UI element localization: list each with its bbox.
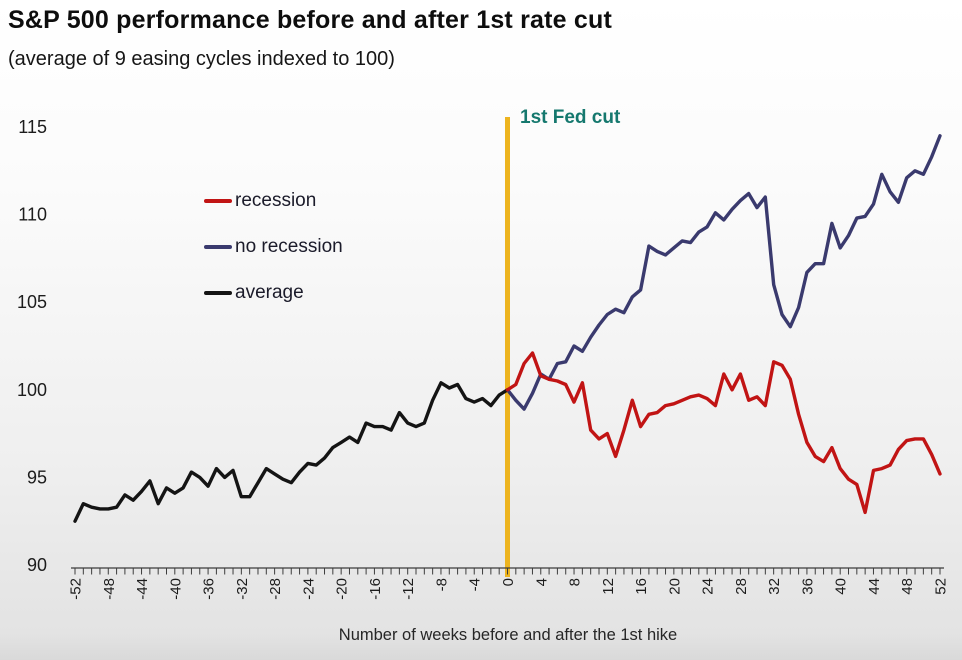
no-recession-line-swatch <box>204 245 232 249</box>
x-tick-label: 16 <box>633 578 650 595</box>
x-axis-title: Number of weeks before and after the 1st… <box>338 626 678 644</box>
legend-item-no-recession: no recession <box>204 236 343 258</box>
x-tick-label: 40 <box>833 578 850 595</box>
average-line-swatch <box>204 291 232 295</box>
y-tick-label: 115 <box>18 117 47 137</box>
x-tick-label: -24 <box>300 578 317 600</box>
chart-title: S&P 500 performance before and after 1st… <box>8 6 613 34</box>
y-tick-label: 105 <box>17 292 47 312</box>
x-tick-label: 24 <box>700 578 717 595</box>
y-tick-label: 90 <box>27 555 47 575</box>
legend-label: no recession <box>235 236 343 257</box>
series-recession-line <box>505 351 942 515</box>
series-average-line <box>73 381 510 523</box>
y-tick-label: 110 <box>18 205 47 225</box>
legend-item-recession: recession <box>204 190 343 212</box>
x-tick-label: 44 <box>866 578 883 595</box>
legend-item-average: average <box>204 282 343 304</box>
series-no-recession-line <box>505 134 942 411</box>
chart-subtitle: (average of 9 easing cycles indexed to 1… <box>8 48 395 70</box>
x-tick-label: 20 <box>666 578 683 595</box>
legend-label: average <box>235 282 304 303</box>
x-tick-label: -40 <box>167 578 184 600</box>
x-tick-label: 32 <box>766 578 783 595</box>
x-tick-label: -4 <box>467 578 484 591</box>
legend-label: recession <box>235 190 317 211</box>
legend: recession no recession average <box>204 190 343 304</box>
y-tick-label: 100 <box>17 380 47 400</box>
x-tick-label: 52 <box>933 578 950 595</box>
x-tick-label: -36 <box>201 578 218 600</box>
x-tick-label: -8 <box>433 578 450 591</box>
x-tick-label: 8 <box>567 578 584 586</box>
fed-cut-annotation: 1st Fed cut <box>520 107 621 128</box>
x-tick-label: -28 <box>267 578 284 600</box>
x-tick-label: -12 <box>400 578 417 600</box>
x-tick-label: 0 <box>500 578 517 586</box>
x-tick-label: -52 <box>68 578 85 600</box>
y-tick-label: 95 <box>27 467 47 487</box>
x-tick-label: 48 <box>899 578 916 595</box>
x-tick-label: 28 <box>733 578 750 595</box>
x-tick-label: -20 <box>334 578 351 600</box>
x-tick-label: -44 <box>134 578 151 600</box>
x-tick-label: 12 <box>600 578 617 595</box>
recession-line-swatch <box>204 199 232 203</box>
x-tick-label: -16 <box>367 578 384 600</box>
x-tick-label: 36 <box>799 578 816 595</box>
x-tick-label: 4 <box>533 578 550 586</box>
x-tick-label: -32 <box>234 578 251 600</box>
x-tick-label: -48 <box>101 578 118 600</box>
